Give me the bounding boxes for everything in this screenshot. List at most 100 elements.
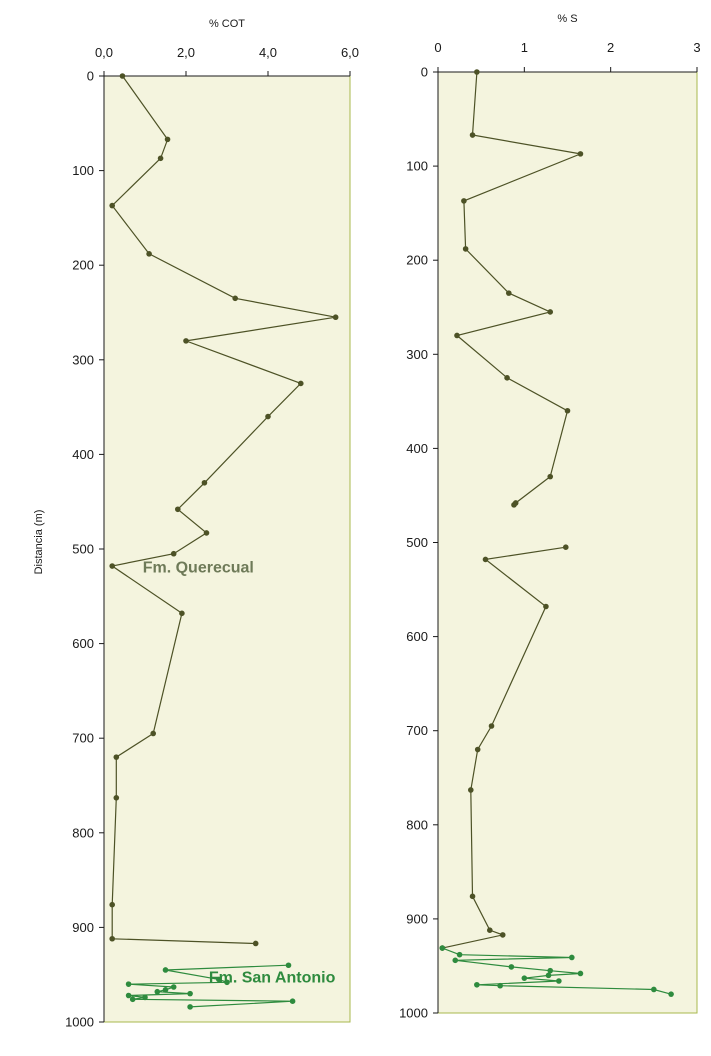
data-point bbox=[556, 978, 562, 984]
data-point bbox=[482, 556, 489, 563]
data-point bbox=[285, 962, 292, 969]
y-tick-label: 1000 bbox=[65, 1015, 94, 1030]
y-axis-label: Distancia (m) bbox=[33, 510, 45, 575]
x-axis-title-cot: % COT bbox=[209, 18, 245, 30]
data-point bbox=[439, 945, 446, 951]
x-tick-label: 6,0 bbox=[341, 45, 359, 60]
y-tick-label: 800 bbox=[72, 825, 94, 840]
y-tick-label: 100 bbox=[72, 163, 94, 178]
data-point bbox=[461, 198, 467, 204]
data-point bbox=[474, 69, 480, 75]
data-point bbox=[162, 987, 169, 993]
y-tick-label: 1000 bbox=[399, 1006, 428, 1021]
data-point bbox=[497, 982, 503, 989]
y-tick-label: 900 bbox=[406, 911, 428, 926]
data-point bbox=[201, 479, 208, 486]
data-point bbox=[129, 996, 136, 1003]
data-point bbox=[170, 550, 177, 557]
data-point bbox=[577, 151, 584, 157]
data-point bbox=[488, 723, 495, 729]
data-point bbox=[157, 155, 164, 162]
x-tick-label: 0 bbox=[434, 40, 441, 55]
y-tick-label: 400 bbox=[72, 447, 94, 462]
data-point bbox=[265, 413, 271, 420]
data-point bbox=[547, 967, 554, 974]
data-point bbox=[474, 981, 480, 988]
data-point bbox=[142, 994, 148, 1001]
data-point bbox=[109, 563, 115, 569]
data-point bbox=[508, 964, 515, 970]
x-tick-label: 2,0 bbox=[177, 45, 195, 60]
data-point bbox=[162, 967, 169, 973]
data-point bbox=[454, 332, 460, 339]
data-point bbox=[543, 603, 549, 610]
y-tick-label: 100 bbox=[406, 159, 428, 174]
y-tick-label: 600 bbox=[72, 636, 94, 651]
data-point bbox=[252, 940, 259, 947]
y-tick-label: 0 bbox=[421, 65, 428, 80]
data-point bbox=[462, 246, 469, 252]
x-tick-label: 1 bbox=[521, 40, 528, 55]
panel-s: % S 0 1 2 3 0 100 200 300 400 500 600 700 800 900 1000 bbox=[399, 13, 701, 1021]
y-tick-label: 800 bbox=[406, 817, 428, 832]
data-point bbox=[109, 935, 115, 942]
data-point bbox=[187, 990, 193, 997]
annotation-san-antonio: Fm. San Antonio bbox=[209, 969, 336, 986]
y-tick-label: 700 bbox=[72, 731, 94, 746]
series-line-cot-0 bbox=[110, 75, 336, 945]
data-point bbox=[125, 992, 132, 999]
data-point bbox=[332, 314, 339, 321]
data-point bbox=[216, 976, 222, 983]
data-point bbox=[224, 979, 230, 986]
data-point bbox=[474, 746, 481, 753]
data-point bbox=[547, 473, 554, 480]
y-tick-label: 300 bbox=[72, 352, 94, 367]
data-point bbox=[113, 794, 120, 801]
data-point bbox=[468, 787, 474, 793]
data-point bbox=[564, 407, 571, 414]
x-tick-label: 3 bbox=[693, 40, 700, 55]
data-point bbox=[119, 73, 126, 79]
data-point bbox=[562, 544, 569, 551]
data-point bbox=[109, 901, 115, 908]
y-tick-label: 200 bbox=[406, 253, 428, 268]
data-point bbox=[109, 202, 115, 209]
data-point bbox=[154, 988, 161, 995]
data-point bbox=[521, 975, 528, 981]
data-point bbox=[203, 530, 210, 536]
y-tick-label: 700 bbox=[406, 723, 428, 738]
y-tick-label: 500 bbox=[406, 535, 428, 550]
x-tick-label: 0,0 bbox=[95, 45, 113, 60]
data-point bbox=[179, 610, 185, 617]
data-point bbox=[456, 951, 463, 958]
y-tick-label: 0 bbox=[87, 69, 94, 84]
panel-cot: % COT 0,0 2,0 4,0 6,0 0 100 200 300 400 500 600 700 8… bbox=[65, 18, 359, 1030]
series-line-s-0 bbox=[442, 546, 566, 949]
data-point bbox=[170, 984, 177, 990]
data-point bbox=[150, 730, 156, 737]
data-point bbox=[499, 932, 506, 938]
data-point bbox=[187, 1004, 193, 1010]
plot-area-cot bbox=[103, 75, 351, 1023]
y-tick-label: 400 bbox=[406, 441, 428, 456]
data-point bbox=[569, 954, 575, 961]
data-point bbox=[175, 506, 181, 513]
x-axis-title-s: % S bbox=[557, 13, 577, 25]
data-point bbox=[164, 136, 171, 143]
y-tick-label: 600 bbox=[406, 629, 428, 644]
data-point bbox=[651, 986, 657, 993]
data-point bbox=[577, 970, 584, 977]
data-point bbox=[232, 295, 238, 302]
data-point bbox=[469, 893, 476, 900]
data-point bbox=[125, 981, 132, 987]
y-tick-label: 200 bbox=[72, 258, 94, 273]
x-tick-label: 2 bbox=[607, 40, 614, 55]
data-point bbox=[298, 380, 304, 387]
data-point bbox=[452, 957, 459, 964]
data-point bbox=[505, 290, 512, 296]
data-point bbox=[469, 132, 476, 138]
series-line-s-1 bbox=[442, 947, 672, 995]
y-tick-label: 900 bbox=[72, 920, 94, 935]
